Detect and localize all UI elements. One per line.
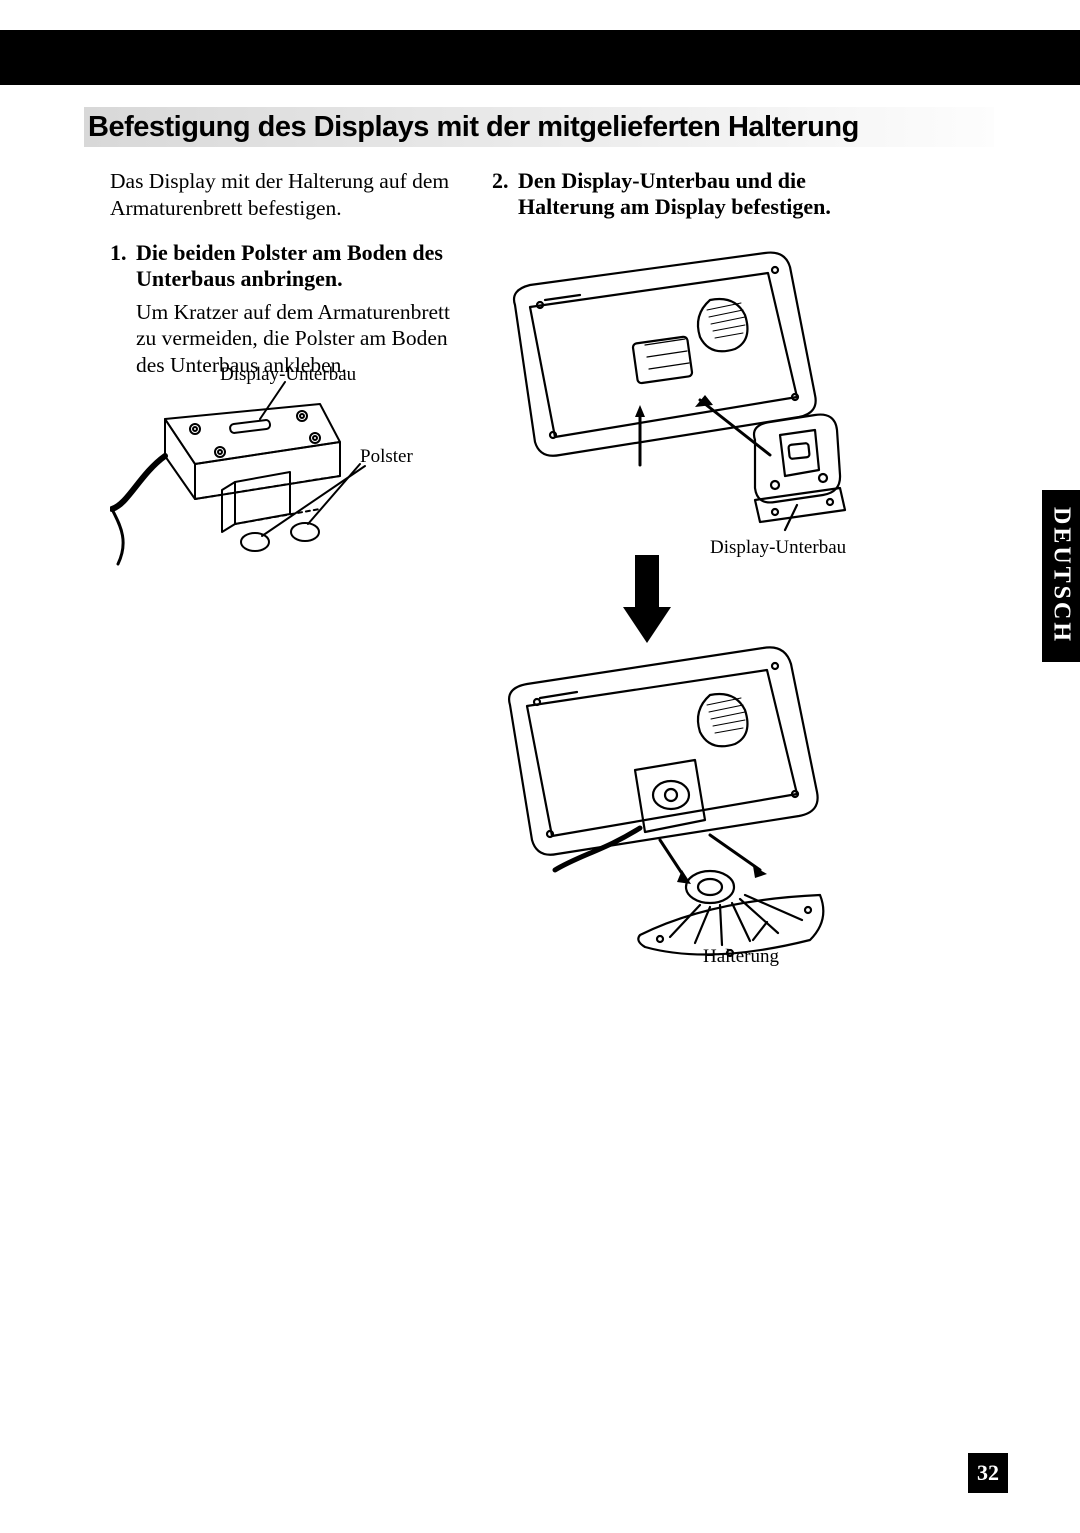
- page-number: 32: [977, 1460, 999, 1486]
- header-bar: [0, 30, 1080, 85]
- step-1: 1. Die beiden Polster am Boden des Unter…: [110, 240, 460, 293]
- section-heading: Befestigung des Displays mit der mitgeli…: [84, 107, 994, 147]
- section-title: Befestigung des Displays mit der mitgeli…: [88, 111, 859, 144]
- left-column: Das Display mit der Halterung auf dem Ar…: [110, 168, 460, 379]
- figure-unterbau-polster: Display-Unterbau Polster: [110, 364, 450, 574]
- page-number-badge: 32: [968, 1453, 1008, 1493]
- unterbau-drawing-icon: [110, 364, 440, 574]
- language-tab: DEUTSCH: [1042, 490, 1080, 662]
- step-1-title: Die beiden Polster am Boden des Unterbau…: [136, 240, 460, 293]
- step-2-number: 2.: [492, 168, 518, 221]
- step-2-title: Den Display-Unterbau und die Halterung a…: [518, 168, 872, 221]
- step-2: 2. Den Display-Unterbau und die Halterun…: [492, 168, 872, 221]
- label-halterung: Halterung: [703, 946, 779, 968]
- label-display-unterbau-right: Display-Unterbau: [710, 537, 846, 559]
- label-display-unterbau-left: Display-Unterbau: [220, 364, 356, 386]
- assembly-drawing-icon: [485, 245, 890, 975]
- label-polster: Polster: [360, 446, 413, 468]
- right-column: 2. Den Display-Unterbau und die Halterun…: [492, 168, 872, 227]
- intro-text: Das Display mit der Halterung auf dem Ar…: [110, 168, 460, 222]
- step-1-number: 1.: [110, 240, 136, 293]
- figure-display-halterung: Display-Unterbau Halterung: [485, 245, 890, 975]
- language-label: DEUTSCH: [1048, 507, 1075, 644]
